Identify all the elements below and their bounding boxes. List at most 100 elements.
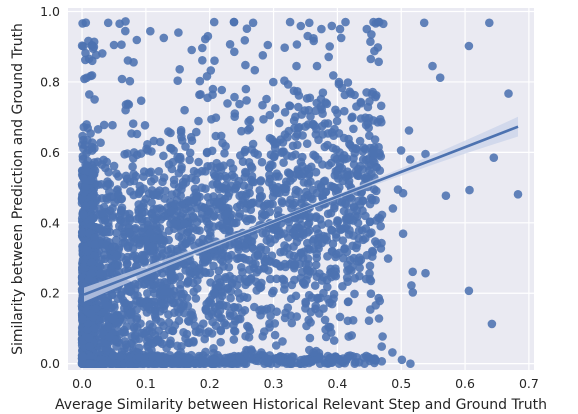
scatter-point <box>350 274 360 283</box>
scatter-point <box>370 143 379 152</box>
scatter-point <box>360 359 369 369</box>
scatter-point <box>371 19 381 28</box>
scatter-point <box>159 33 169 43</box>
regression-line <box>83 125 519 296</box>
scatter-point <box>230 92 239 102</box>
scatter-point <box>237 308 247 317</box>
scatter-point <box>266 160 275 169</box>
scatter-point <box>368 247 378 257</box>
scatter-point <box>211 321 221 331</box>
scatter-point <box>324 219 333 228</box>
scatter-point <box>281 187 290 197</box>
scatter-point <box>464 41 474 51</box>
scatter-point <box>166 271 176 281</box>
scatter-point <box>272 307 282 317</box>
scatter-point <box>256 177 265 186</box>
scatter-point <box>294 102 303 112</box>
scatter-point <box>272 354 282 363</box>
scatter-point <box>143 289 152 298</box>
scatter-point <box>362 172 371 182</box>
scatter-point <box>209 17 219 27</box>
scatter-point <box>406 359 415 369</box>
scatter-point <box>328 355 337 364</box>
scatter-point <box>248 259 257 269</box>
scatter-point <box>280 313 290 323</box>
scatter-point <box>181 142 190 151</box>
scatter-point <box>215 295 225 305</box>
scatter-point <box>375 148 384 158</box>
scatter-point <box>309 348 318 357</box>
scatter-point <box>287 280 297 290</box>
scatter-point <box>441 191 451 200</box>
scatter-point <box>361 224 371 233</box>
scatter-point <box>407 281 416 290</box>
scatter-point <box>82 73 91 83</box>
scatter-point <box>326 208 336 218</box>
scatter-point <box>334 248 344 258</box>
scatter-point <box>279 158 288 167</box>
scatter-point <box>136 96 146 105</box>
scatter-point <box>123 241 133 251</box>
scatter-point <box>435 73 445 82</box>
scatter-point <box>306 193 316 202</box>
scatter-point <box>120 150 129 159</box>
scatter-point <box>241 167 250 177</box>
scatter-point <box>396 146 406 155</box>
scatter-point <box>111 235 121 245</box>
scatter-point <box>242 96 251 105</box>
scatter-point <box>292 40 302 49</box>
scatter-point <box>333 216 342 225</box>
scatter-point <box>263 40 273 50</box>
scatter-point <box>311 106 321 116</box>
scatter-point <box>355 263 365 273</box>
scatter-point <box>182 293 192 303</box>
scatter-point <box>485 18 494 28</box>
scatter-point <box>109 351 118 360</box>
scatter-point <box>146 26 155 36</box>
scatter-point <box>365 131 374 140</box>
scatter-point <box>156 317 166 327</box>
scatter-point <box>195 263 204 273</box>
scatter-point <box>312 188 322 198</box>
scatter-point <box>136 319 145 328</box>
scatter-point <box>355 136 365 146</box>
scatter-point <box>219 161 228 170</box>
scatter-point <box>358 155 368 164</box>
scatter-point <box>302 94 312 103</box>
scatter-point <box>217 85 227 95</box>
scatter-point <box>124 228 134 238</box>
scatter-point <box>335 162 344 172</box>
scatter-point <box>249 244 258 254</box>
scatter-point <box>283 168 293 177</box>
scatter-point <box>194 116 203 126</box>
scatter-point <box>184 317 194 326</box>
scatter-point <box>314 180 323 189</box>
scatter-point <box>344 134 353 144</box>
scatter-point <box>230 237 239 247</box>
scatter-point <box>191 175 201 185</box>
scatter-point <box>305 18 314 28</box>
scatter-point <box>343 78 353 87</box>
scatter-point <box>356 114 366 123</box>
scatter-point <box>241 145 250 155</box>
scatter-point <box>258 100 267 110</box>
scatter-point <box>280 76 289 85</box>
scatter-point <box>361 211 370 221</box>
scatter-point <box>103 322 113 331</box>
scatter-point <box>292 61 301 71</box>
scatter-point <box>216 255 225 264</box>
scatter-point <box>280 108 290 117</box>
scatter-point <box>121 100 131 109</box>
scatter-point <box>305 212 315 221</box>
scatter-point <box>302 139 312 148</box>
scatter-point <box>201 304 211 314</box>
scatter-point <box>131 171 141 181</box>
scatter-point <box>126 309 135 319</box>
scatter-point <box>96 329 105 339</box>
scatter-point <box>310 281 320 290</box>
scatter-point <box>87 258 96 267</box>
scatter-point <box>169 219 178 229</box>
scatter-point <box>342 221 351 230</box>
scatter-point <box>109 40 119 50</box>
scatter-point <box>329 336 339 345</box>
